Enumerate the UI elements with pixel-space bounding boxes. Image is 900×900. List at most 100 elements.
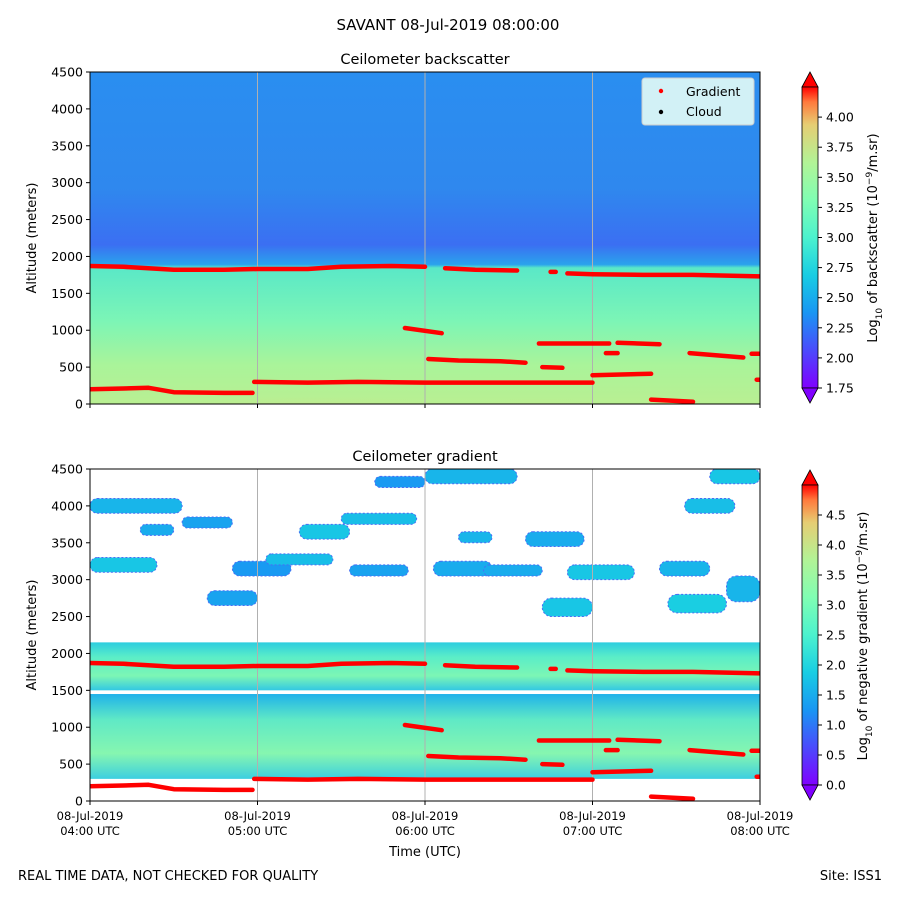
legend: Gradient Cloud [641,77,755,126]
gradient-cloud-patch [206,590,258,606]
colorbar-tick-label: 3.0 [826,598,846,613]
y-tick-label: 4500 [51,462,83,477]
gradient-cloud-patch [231,560,292,577]
gradient-layer-trace [442,662,520,670]
colorbar-tick-label: 0.5 [826,748,846,763]
gradient-layer-trace [90,782,255,793]
gradient-cloud-patch [709,469,760,485]
gradient-colorbar: 0.0 0.5 1.0 1.5 2.0 2.5 3.0 3.5 4.0 4.5 Log10 of … [801,469,875,801]
y-tick-label: 0 [75,397,83,412]
gradient-cloud-patch [90,557,158,573]
gradient-cloud-patch [525,531,585,547]
y-tick-label: 1000 [51,720,83,735]
colorbar-tick-label: 2.25 [826,320,854,335]
gradient-layer-trace [251,379,595,385]
y-tick-label: 500 [59,757,83,772]
gradient-cloud-patch [298,523,351,540]
colorbar-tick-label: 2.50 [826,290,854,305]
gradient-cloud-patch [667,593,727,614]
x-tick-label-date: 08-Jul-2019 [559,809,626,823]
gradient-layer-trace [687,350,746,360]
gradient-layer-trace [615,340,662,347]
colorbar-tick-label: 0.0 [826,778,846,793]
y-tick-label: 3000 [51,572,83,587]
colorbar1-scale [801,86,819,389]
gradient-x-label: Time (UTC) [388,845,461,860]
colorbar-tick-label: 1.0 [826,718,846,733]
gradient-cloud-patch [349,564,409,577]
y-tick-label: 2000 [51,249,83,264]
x-tick-label-date: 08-Jul-2019 [727,809,794,823]
x-tick-label-time: 05:00 UTC [228,824,288,838]
colorbar-tick-label: 2.5 [826,628,846,643]
colorbar2-min-arrow [801,784,819,801]
gradient-cloud-patch [139,523,175,536]
gradient-layer-trace [565,668,760,676]
x-tick-label-date: 08-Jul-2019 [57,809,124,823]
x-tick-label-time: 06:00 UTC [395,824,455,838]
gradient-layer-trace [648,794,696,801]
colorbar-tick-label: 1.5 [826,688,846,703]
gradient-layer-trace [615,737,662,744]
legend-box [641,77,755,126]
figure-title: SAVANT 08-Jul-2019 08:00:00 [337,16,560,34]
colorbar1-min-arrow [801,387,819,404]
legend-gradient-marker [658,88,664,94]
gradient-colorbar-label: Log10 of negative gradient (10−9/m.sr) [855,512,875,761]
y-tick-label: 4000 [51,498,83,513]
colorbar-tick-label: 3.25 [826,200,854,215]
colorbar-tick-label: 1.75 [826,381,854,396]
gradient-layer-trace [426,356,528,365]
y-tick-label: 3500 [51,138,83,153]
backscatter-y-label: Altitude (meters) [25,183,40,294]
gradient-cloud-patch [566,564,635,581]
gradient-cloud-patch [340,512,418,525]
gradient-title: Ceilometer gradient [352,449,498,465]
gradient-layer-trace [442,265,520,273]
y-tick-label: 4000 [51,101,83,116]
y-tick-label: 1500 [51,286,83,301]
colorbar2-scale [801,484,819,786]
legend-cloud-marker [658,109,664,115]
gradient-y-label: Altitude (meters) [25,580,40,691]
footer-disclaimer: REAL TIME DATA, NOT CHECKED FOR QUALITY [18,869,319,884]
backscatter-title: Ceilometer backscatter [340,52,509,68]
gradient-cloud-patch [424,469,518,485]
y-tick-label: 3000 [51,175,83,190]
gradient-layer-trace [687,747,746,757]
colorbar-tick-label: 2.0 [826,658,846,673]
gradient-layer-trace [251,776,595,782]
colorbar-tick-label: 2.75 [826,260,854,275]
colorbar2-max-arrow [801,469,819,486]
gradient-layer-trace [90,385,255,396]
gradient-layer-trace [402,722,444,733]
y-tick-label: 3500 [51,535,83,550]
gradient-layer-trace [590,371,654,378]
gradient-layer-trace [540,364,565,371]
backscatter-colorbar: 1.75 2.00 2.25 2.50 2.75 3.00 3.25 3.50 3.75 4.00… [801,71,885,404]
backscatter-panel: Ceilometer backscatter 0 500 1000 1500 2000 2… [25,52,885,412]
y-tick-label: 1000 [51,323,83,338]
colorbar-tick-label: 3.00 [826,230,854,245]
gradient-cloud-patch [726,575,760,603]
y-tick-label: 500 [59,360,83,375]
colorbar-tick-label: 3.5 [826,568,846,583]
y-tick-label: 2500 [51,609,83,624]
gradient-panel: Ceilometer gradient 0 500 1000 1500 2000 2500… [25,449,875,860]
gradient-layer-trace [648,397,696,404]
gradient-layer-trace [540,761,565,768]
legend-cloud-label: Cloud [686,104,722,119]
gradient-cloud-patch [659,560,711,577]
gradient-cloud-patch [684,498,736,514]
x-tick-label-time: 08:00 UTC [730,824,790,838]
gradient-cloud-patch [90,498,183,514]
gradient-layer-trace [402,325,444,336]
gradient-layer-trace [426,753,528,762]
colorbar1-max-arrow [801,71,819,88]
gradient-layer-trace [590,768,654,775]
x-tick-label-time: 04:00 UTC [60,824,120,838]
y-tick-label: 2000 [51,646,83,661]
gradient-cloud-patch [181,516,233,529]
colorbar-tick-label: 3.75 [826,140,854,155]
x-tick-label-date: 08-Jul-2019 [392,809,459,823]
